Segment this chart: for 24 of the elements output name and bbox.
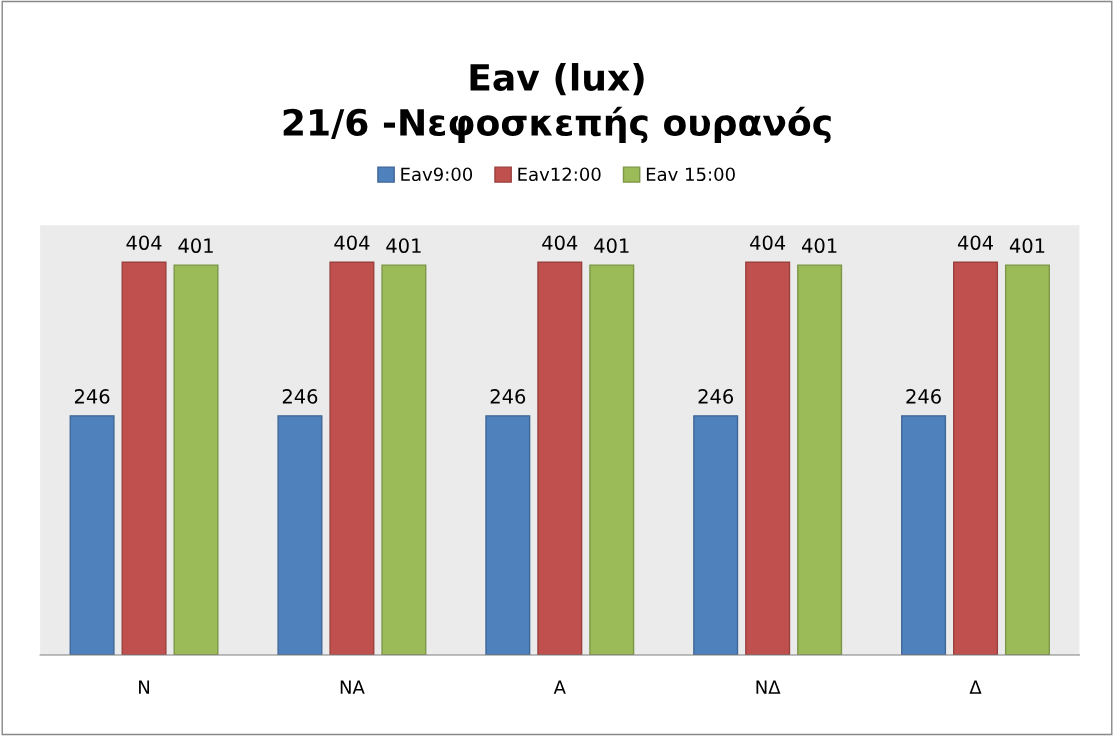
data-label: 246 (490, 389, 526, 404)
data-label: 401 (386, 238, 421, 254)
legend-label: Eav12:00 (518, 167, 601, 182)
x-tick-label: NΔ (756, 680, 781, 694)
data-label: 246 (282, 389, 318, 404)
data-label: 246 (906, 389, 941, 404)
legend-label: Eav9:00 (401, 167, 473, 182)
data-label: 246 (74, 389, 110, 404)
data-label: 404 (957, 235, 993, 251)
data-label: 246 (698, 389, 734, 404)
chart-title: Eav (lux) 21/6 -Νεφοσκεπής ουρανός (283, 63, 831, 144)
data-label: 404 (334, 235, 370, 251)
x-tick-label: Δ (969, 680, 982, 694)
x-tick-label: N (139, 680, 150, 694)
x-tick-label: NA (340, 680, 365, 694)
x-tick-label: A (553, 680, 566, 694)
data-label: 401 (1009, 238, 1045, 254)
data-label: 401 (594, 238, 629, 254)
legend-label: Eav 15:00 (646, 167, 735, 182)
data-label: 401 (802, 238, 837, 254)
data-label: 401 (178, 238, 213, 254)
data-label: 404 (542, 235, 578, 251)
data-label: 404 (126, 235, 162, 251)
data-label: 404 (750, 235, 786, 251)
